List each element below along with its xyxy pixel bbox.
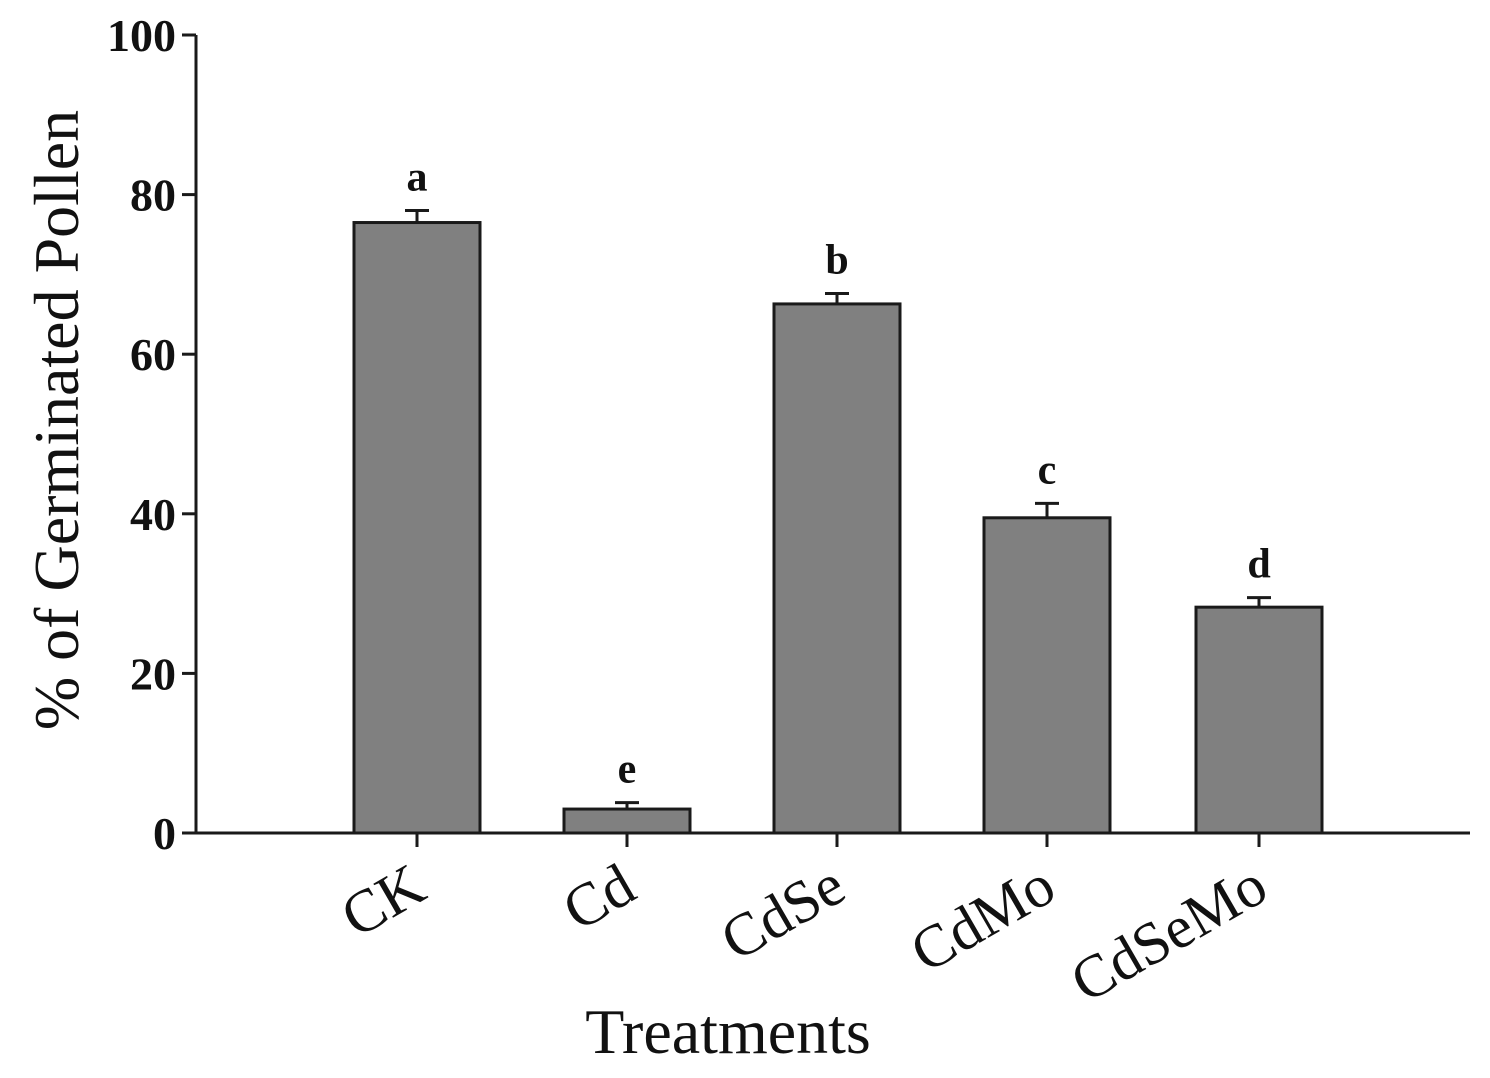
bar-ck <box>352 221 482 835</box>
y-axis-title: % of Germinated Pollen <box>21 110 92 730</box>
significance-letter: c <box>1038 447 1057 493</box>
bar-cdmo <box>982 516 1112 835</box>
x-tick-label: CdSe <box>710 851 856 973</box>
significance-letter: b <box>825 238 848 284</box>
significance-letters-layer: a e b c d <box>407 155 1271 793</box>
y-tick-label: 80 <box>130 170 176 221</box>
x-tick-label: CdSeMo <box>1060 851 1278 1015</box>
significance-letter: e <box>618 747 637 793</box>
y-tick-label: 20 <box>130 648 176 699</box>
y-tick-label: 40 <box>130 489 176 540</box>
y-tick-label: 60 <box>130 329 176 380</box>
bar-cd <box>562 807 692 835</box>
y-ticks-layer: 0 20 40 60 80 100 <box>107 10 196 859</box>
x-tick-label: CK <box>330 851 435 950</box>
y-tick-label: 0 <box>153 808 176 859</box>
x-tick-label: Cd <box>552 851 646 943</box>
bar-cdse <box>772 302 902 835</box>
y-tick-label: 100 <box>107 10 176 61</box>
error-bars-layer <box>405 209 1271 810</box>
bar-cdsemo <box>1194 605 1324 835</box>
bars-layer <box>352 221 1324 835</box>
significance-letter: d <box>1247 542 1270 588</box>
x-axis-title: Treatments <box>585 996 871 1067</box>
x-tick-label: CdMo <box>900 851 1066 985</box>
significance-letter: a <box>407 155 428 201</box>
